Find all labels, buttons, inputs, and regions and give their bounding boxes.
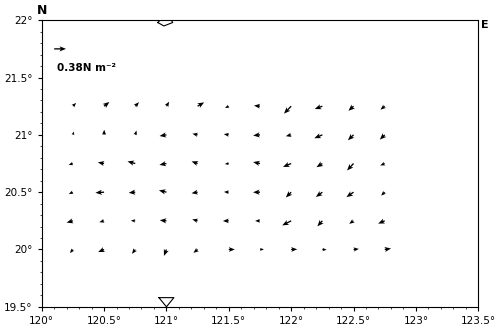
Text: N: N — [36, 4, 47, 17]
Text: E: E — [481, 20, 488, 30]
Text: 0.38N m⁻²: 0.38N m⁻² — [56, 63, 116, 73]
